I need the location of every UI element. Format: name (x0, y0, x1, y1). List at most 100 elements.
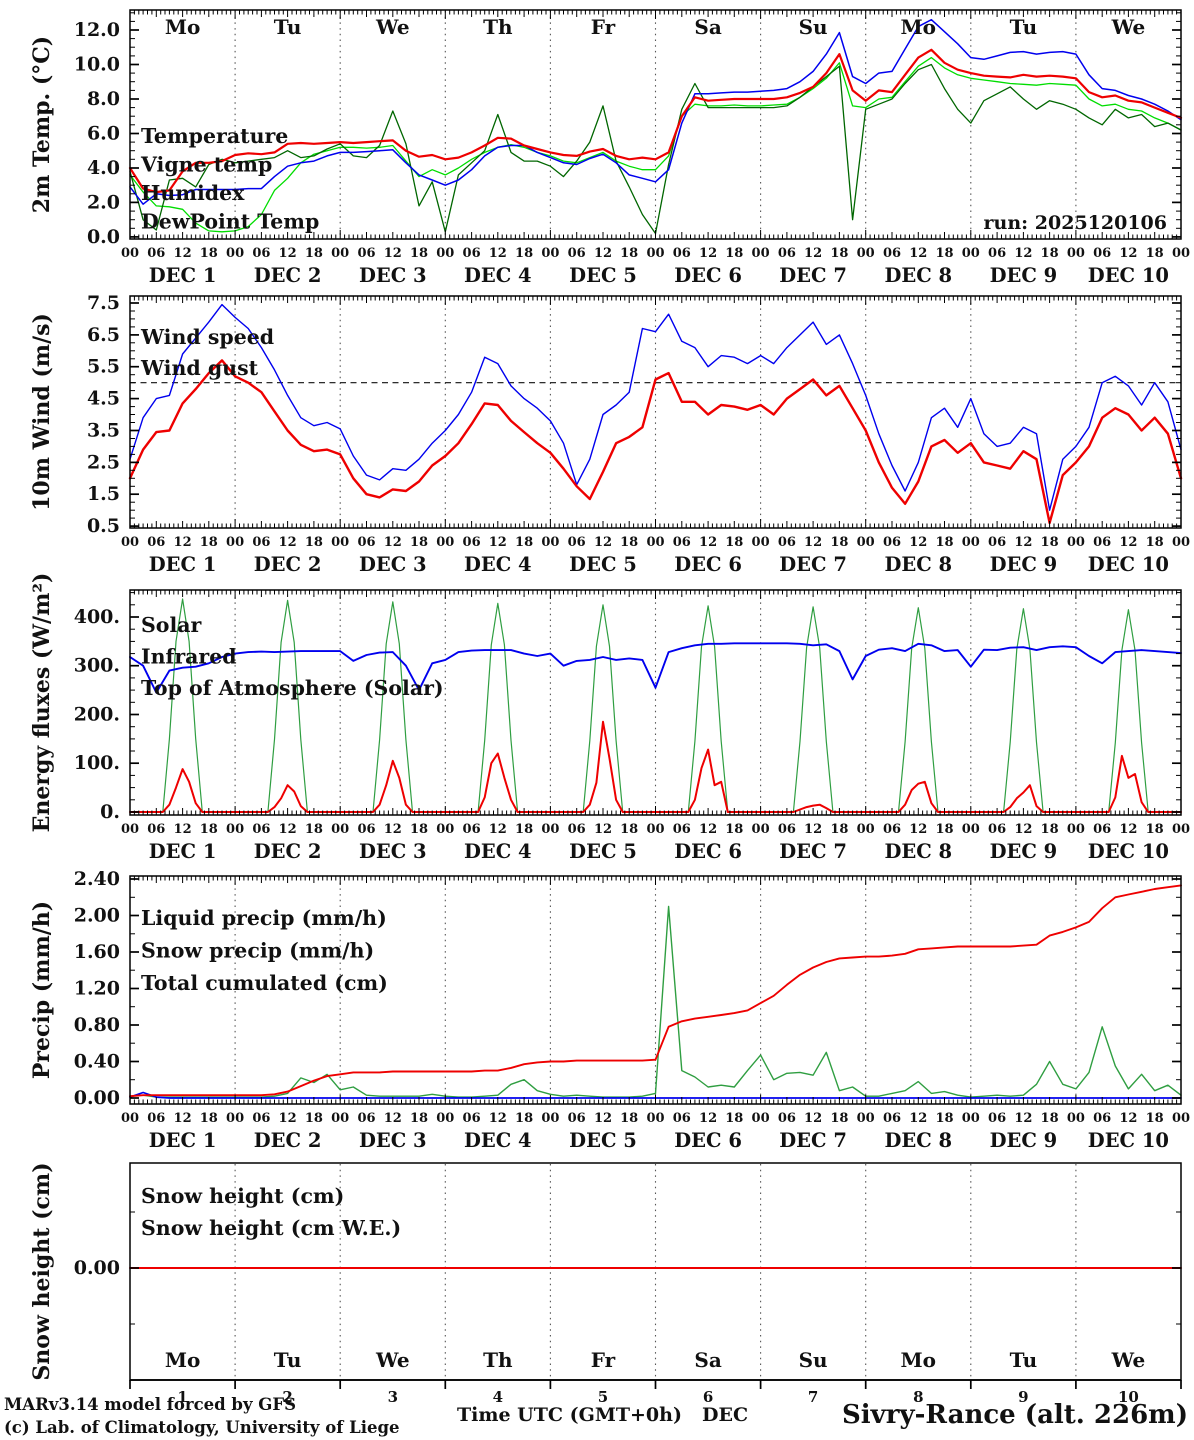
hour-label: 12 (1119, 535, 1137, 550)
hour-label: 06 (252, 1111, 270, 1126)
hour-label: 12 (384, 246, 402, 261)
y-tick-label: 2.5 (87, 451, 120, 473)
date-label: DEC 7 (779, 840, 847, 863)
legend-temp-3: DewPoint Temp (141, 210, 319, 234)
date-label: DEC 9 (990, 264, 1058, 287)
footer-day-number: 8 (913, 1388, 923, 1406)
hour-label: 00 (331, 535, 349, 550)
hour-label: 06 (463, 822, 481, 837)
hour-label: 18 (200, 535, 218, 550)
series-humidex (129, 18, 1182, 205)
y-tick-label: 100. (74, 752, 120, 774)
hour-label: 12 (1014, 246, 1032, 261)
date-label: DEC 8 (884, 553, 952, 576)
hour-label: 12 (489, 822, 507, 837)
hour-label: 18 (830, 535, 848, 550)
y-tick-label: 3.5 (87, 420, 120, 442)
hour-label: 12 (384, 822, 402, 837)
hour-label: 00 (436, 822, 454, 837)
hour-label: 12 (1014, 1111, 1032, 1126)
hour-label: 18 (1041, 535, 1059, 550)
hour-label: 18 (1041, 246, 1059, 261)
hour-label: 00 (1172, 822, 1190, 837)
hour-label: 00 (962, 246, 980, 261)
day-name-label: Su (799, 15, 828, 39)
hour-label: 18 (305, 822, 323, 837)
hour-label: 18 (410, 246, 428, 261)
hour-label: 06 (988, 535, 1006, 550)
hour-label: 12 (174, 535, 192, 550)
date-label: DEC 6 (674, 264, 742, 287)
hour-label: 12 (594, 1111, 612, 1126)
hour-label: 18 (935, 822, 953, 837)
hour-label: 06 (673, 246, 691, 261)
footer-day-number: 3 (388, 1388, 398, 1406)
y-tick-label: 1.60 (74, 941, 120, 963)
hour-label: 00 (752, 246, 770, 261)
footer-day-number: 4 (493, 1388, 503, 1406)
date-label: DEC 7 (779, 553, 847, 576)
date-label: DEC 1 (149, 264, 217, 287)
day-name-label: Sa (694, 1348, 721, 1372)
hour-label: 18 (620, 822, 638, 837)
hour-label: 12 (909, 822, 927, 837)
series-wind-speed (128, 359, 1183, 525)
date-label: DEC 3 (359, 840, 427, 863)
hour-label: 06 (778, 246, 796, 261)
hour-label: 18 (935, 535, 953, 550)
y-tick-label: 2.0 (87, 191, 120, 213)
hour-label: 06 (1093, 822, 1111, 837)
footer-day-number: 1 (177, 1388, 187, 1406)
date-label: DEC 9 (990, 1129, 1058, 1152)
day-name-label: Fr (591, 15, 616, 39)
date-label: DEC 3 (359, 264, 427, 287)
date-label: DEC 5 (569, 840, 637, 863)
hour-label: 00 (226, 822, 244, 837)
y-tick-label: 0.00 (74, 1087, 120, 1109)
day-name-label: Mo (165, 1348, 200, 1372)
footer-day-number: 9 (1018, 1388, 1028, 1406)
hour-label: 18 (410, 822, 428, 837)
date-label: DEC 4 (464, 264, 532, 287)
hour-label: 00 (541, 246, 559, 261)
hour-label: 06 (463, 246, 481, 261)
hour-label: 12 (1014, 822, 1032, 837)
series-temperature (128, 48, 1183, 194)
day-name-label: Tu (274, 1348, 302, 1372)
hour-label: 00 (962, 1111, 980, 1126)
hour-label: 06 (988, 1111, 1006, 1126)
date-label: DEC 6 (674, 553, 742, 576)
legend-temp-2: Humidex (141, 181, 245, 205)
hour-label: 06 (1093, 535, 1111, 550)
footer-day-number: 7 (808, 1388, 818, 1406)
hour-label: 06 (252, 535, 270, 550)
y-tick-label: 10.0 (74, 54, 120, 76)
hour-label: 12 (909, 246, 927, 261)
day-name-label: Su (799, 1348, 828, 1372)
hour-label: 00 (646, 246, 664, 261)
y-tick-label: 4.0 (87, 157, 120, 179)
hour-label: 06 (252, 822, 270, 837)
date-label: DEC 10 (1088, 264, 1169, 287)
hour-label: 12 (909, 535, 927, 550)
series-wind-gust (129, 303, 1182, 511)
hour-label: 18 (200, 822, 218, 837)
hour-label: 00 (436, 1111, 454, 1126)
date-label: DEC 1 (149, 553, 217, 576)
hour-label: 06 (778, 1111, 796, 1126)
legend-precip-1: Snow precip (mm/h) (141, 939, 374, 963)
hour-label: 18 (1041, 822, 1059, 837)
hour-label: 18 (515, 1111, 533, 1126)
day-name-label: Mo (165, 15, 200, 39)
hour-label: 00 (331, 822, 349, 837)
date-label: DEC 8 (884, 1129, 952, 1152)
legend-snow-1: Snow height (cm W.E.) (141, 1216, 401, 1240)
hour-label: 18 (515, 535, 533, 550)
day-name-label: We (375, 15, 410, 39)
date-label: DEC 2 (254, 1129, 322, 1152)
series-dewpoint (129, 56, 1182, 233)
date-label: DEC 7 (779, 264, 847, 287)
legend-precip-2: Total cumulated (cm) (141, 971, 388, 995)
hour-label: 12 (1119, 246, 1137, 261)
